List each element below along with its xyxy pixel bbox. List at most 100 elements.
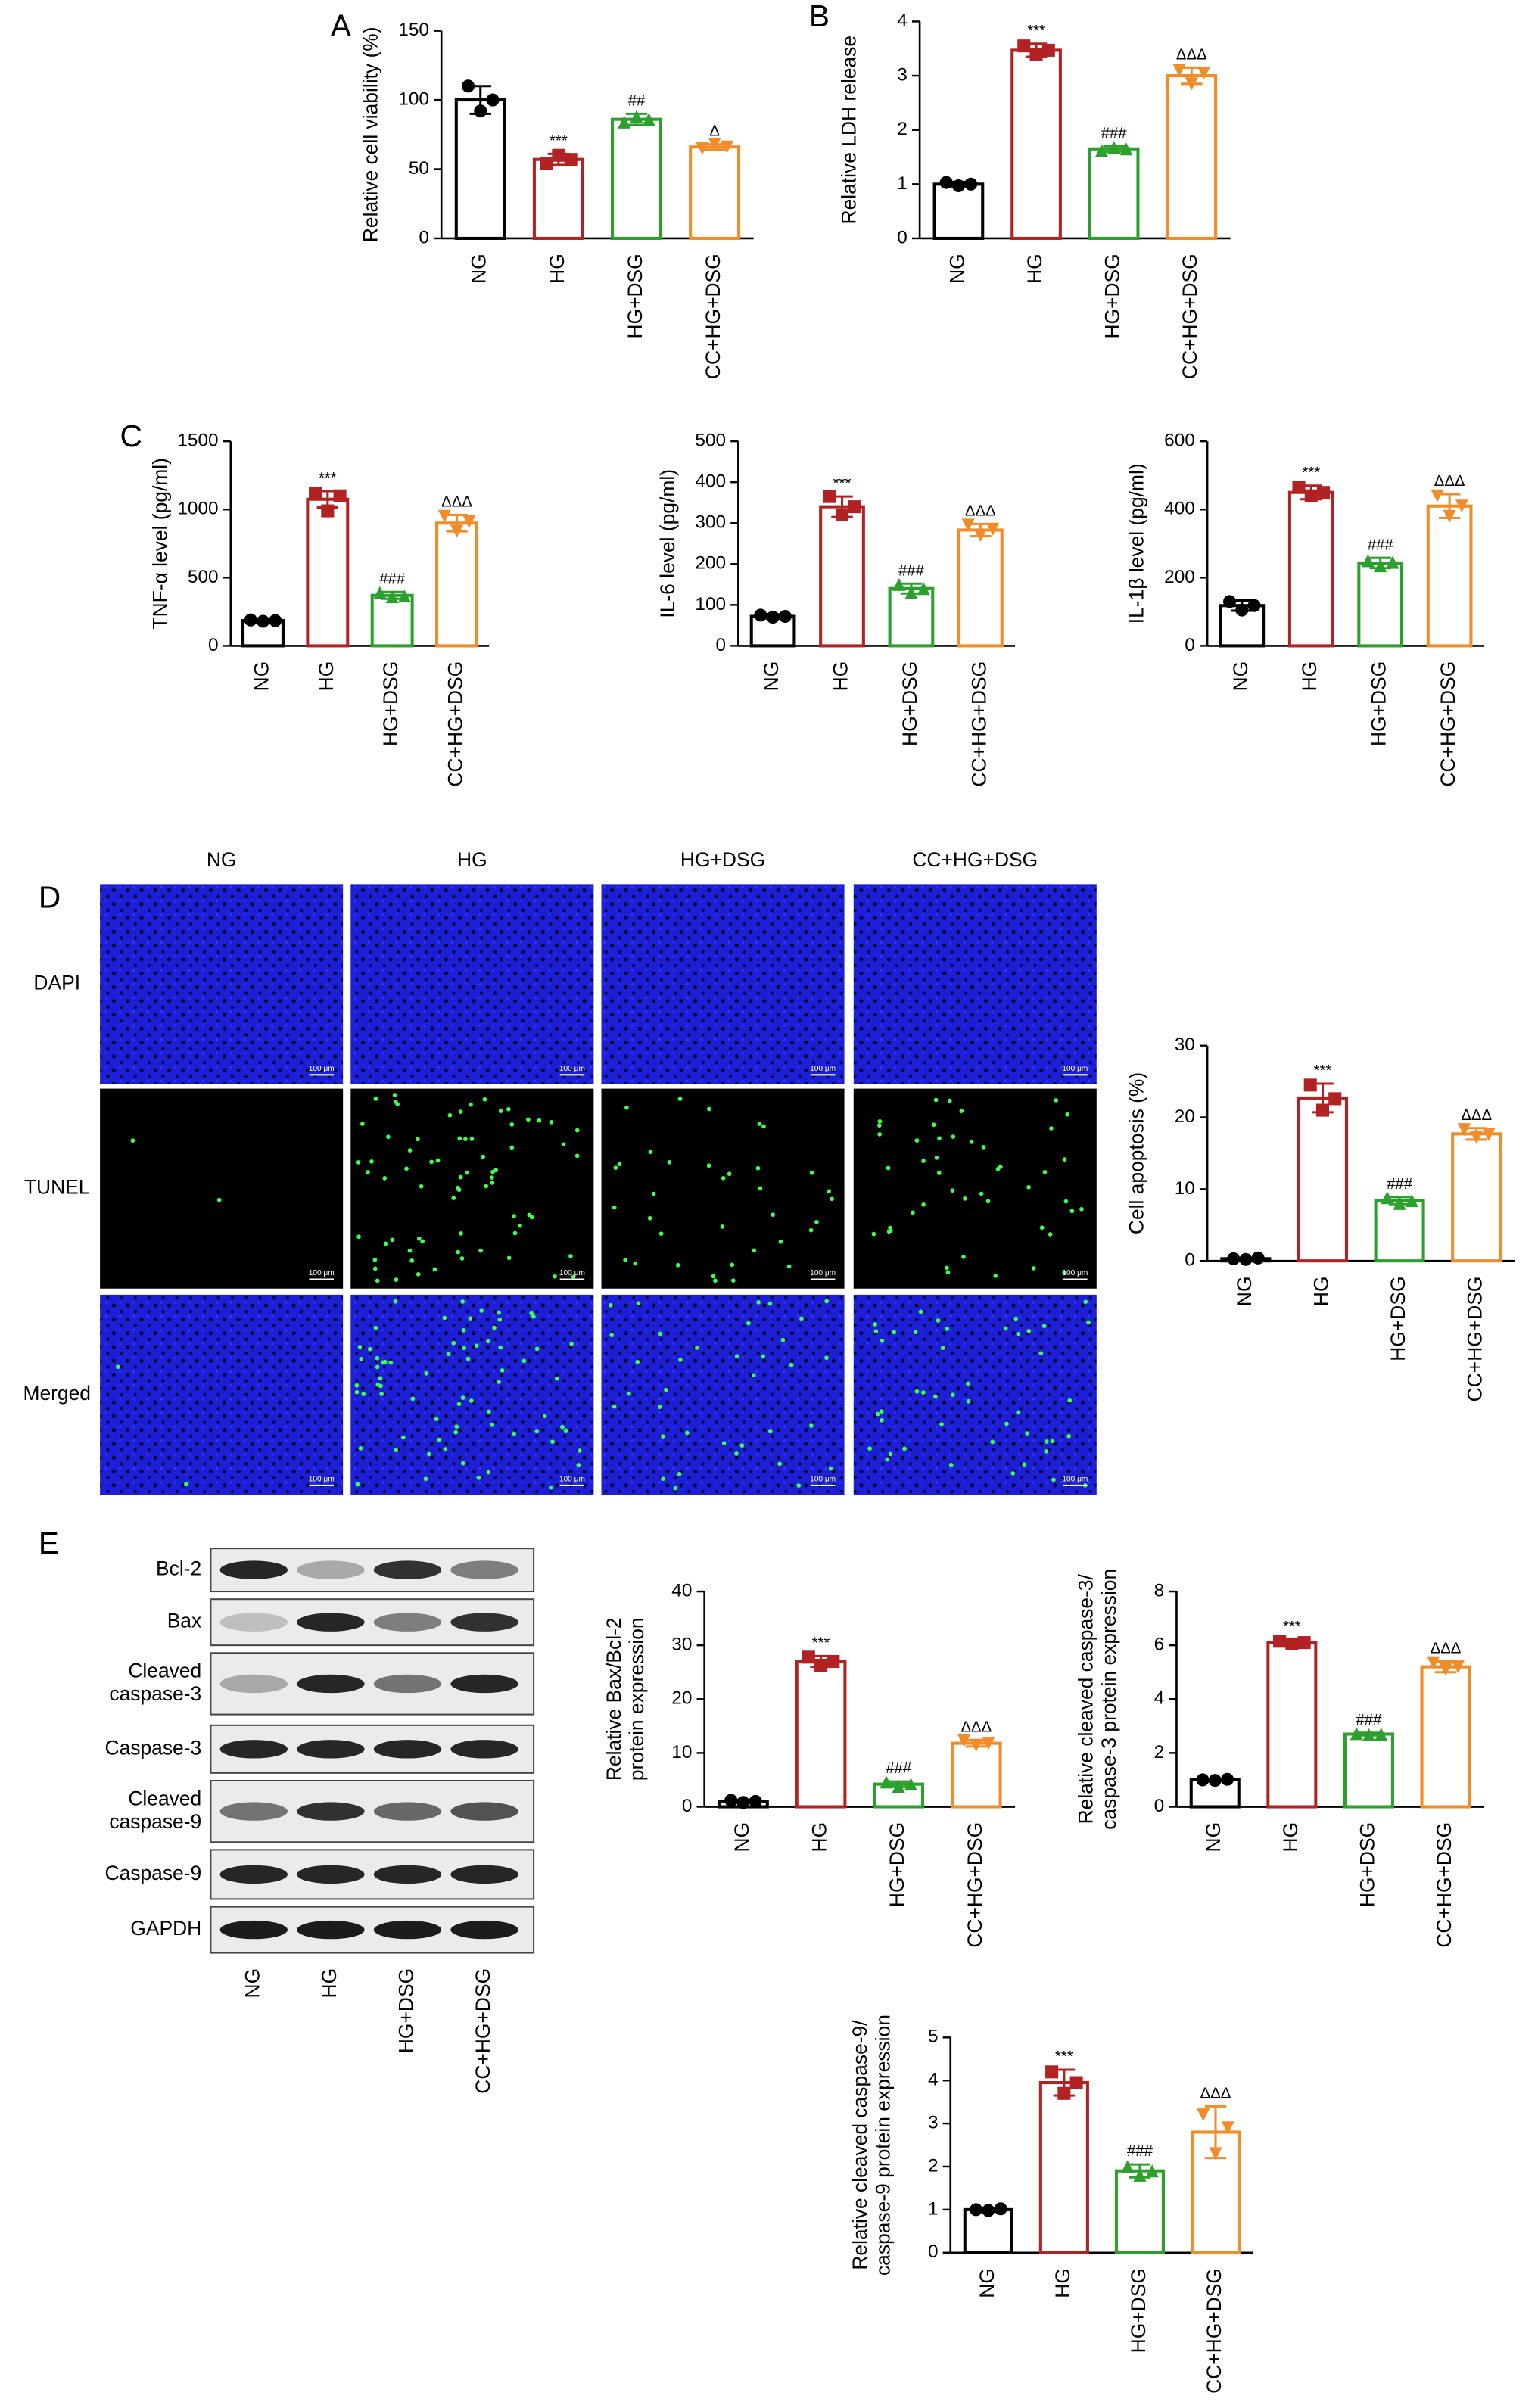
tunel-cell <box>814 1219 819 1224</box>
y-tick-label: 10 <box>671 1742 692 1762</box>
x-tick-label: CC+HG+DSG <box>1178 254 1201 379</box>
blot-band <box>297 1920 365 1940</box>
data-point <box>1374 559 1387 573</box>
bar <box>1114 2169 1166 2254</box>
tunel-cell <box>407 1148 413 1153</box>
data-point <box>1172 64 1186 77</box>
data-point <box>1196 1773 1210 1787</box>
y-tick-label: 200 <box>1164 567 1195 587</box>
tunel-cell <box>360 1122 365 1126</box>
tunel-cell <box>492 1325 497 1330</box>
significance-label: *** <box>1055 2049 1073 2065</box>
x-tick-label: NG <box>1202 1822 1225 1853</box>
data-point <box>1045 2065 1059 2079</box>
tunel-cell <box>482 1097 487 1102</box>
data-point <box>814 1658 828 1672</box>
data-point <box>1386 555 1399 569</box>
data-point <box>1328 1092 1342 1106</box>
scale-bar-label: 100 μm <box>810 1475 836 1483</box>
tunel-cell <box>394 1277 399 1282</box>
data-point <box>961 518 975 532</box>
blot-band <box>373 1740 442 1759</box>
column-label: NG <box>207 848 237 871</box>
data-point <box>970 2203 983 2217</box>
tunel-cell <box>576 1462 581 1467</box>
data-point <box>848 500 861 514</box>
blot-band <box>219 1740 288 1759</box>
y-tick-label: 3 <box>928 2113 939 2133</box>
panel-label: E <box>39 1526 59 1560</box>
tunel-cell <box>382 1176 388 1181</box>
tunel-cell <box>1048 1232 1053 1237</box>
tunel-cell <box>534 1428 540 1433</box>
tunel-cell <box>476 1475 481 1480</box>
micrograph <box>350 884 594 1084</box>
data-point <box>1381 1191 1394 1205</box>
x-tick-label: HG+DSG <box>1368 661 1390 746</box>
tunel-cell <box>830 1196 834 1202</box>
data-point <box>552 148 565 162</box>
tunel-cell <box>1067 1398 1073 1403</box>
data-point <box>1145 2164 1159 2178</box>
data-point <box>1292 481 1306 494</box>
tunel-cell <box>633 1261 638 1266</box>
tunel-cell <box>443 1447 448 1451</box>
tunel-cell <box>537 1118 542 1123</box>
tunel-cell <box>918 1309 923 1314</box>
panel-label: B <box>809 0 830 33</box>
data-point <box>1375 1727 1388 1741</box>
tunel-cell <box>447 1112 453 1118</box>
data-point <box>957 1734 971 1747</box>
significance-label: *** <box>550 132 568 149</box>
tunel-cell <box>388 1360 394 1365</box>
tunel-cell <box>366 1170 370 1174</box>
data-point <box>1427 1656 1440 1669</box>
tunel-cell <box>456 1402 462 1407</box>
significance-label: ### <box>1127 2143 1154 2160</box>
data-point <box>880 1775 893 1789</box>
x-tick-label: HG <box>1279 1822 1302 1853</box>
tunel-cell <box>574 1128 580 1133</box>
tunel-cell <box>446 1352 451 1357</box>
tunel-cell <box>913 1330 918 1335</box>
significance-label: ### <box>886 1760 912 1777</box>
tunel-cell <box>553 1274 557 1279</box>
tunel-cell <box>554 1376 559 1381</box>
protein-label: Bax <box>167 1610 202 1632</box>
data-point <box>724 1794 738 1807</box>
tunel-cell <box>936 1318 941 1323</box>
data-point <box>1315 1103 1330 1117</box>
data-point <box>823 490 836 503</box>
data-point <box>1285 1637 1299 1650</box>
x-tick-label: CC+HG+DSG <box>967 661 990 787</box>
tunel-cell <box>469 1398 474 1403</box>
x-tick-label: NG <box>945 254 968 284</box>
y-tick-label: 0 <box>208 635 219 655</box>
tunel-cell <box>950 1188 955 1193</box>
blot-band <box>219 1560 288 1579</box>
tunel-cell <box>885 1457 890 1462</box>
blot-band <box>219 1802 288 1821</box>
tunel-cell <box>486 1339 490 1344</box>
tunel-cell <box>383 1241 388 1246</box>
tunel-cell <box>721 1441 727 1445</box>
tunel-cell <box>951 1392 955 1398</box>
bar <box>1343 1732 1394 1809</box>
tunel-cell <box>658 1231 664 1237</box>
data-point <box>720 140 733 154</box>
tunel-cell <box>184 1482 188 1487</box>
x-tick-label: HG <box>1309 1277 1332 1307</box>
scale-bar-label: 100 μm <box>1062 1065 1088 1073</box>
tunel-cell <box>574 1153 580 1159</box>
tunel-cell <box>216 1197 222 1202</box>
tunel-cell <box>1016 1332 1021 1336</box>
y-tick-label: 30 <box>1175 1034 1195 1055</box>
tunel-cell <box>667 1159 672 1165</box>
x-tick-label: HG+DSG <box>379 661 402 746</box>
significance-label: *** <box>833 475 852 492</box>
tunel-cell <box>824 1299 830 1304</box>
data-point <box>1041 43 1055 57</box>
y-tick-label: 600 <box>1164 431 1195 451</box>
tunel-cell <box>367 1346 372 1352</box>
